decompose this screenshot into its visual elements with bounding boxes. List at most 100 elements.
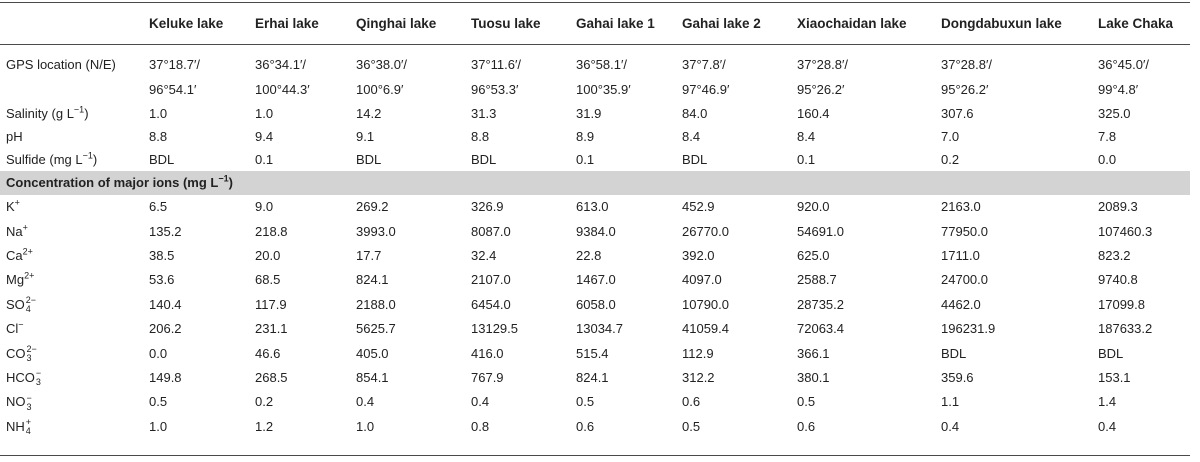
- ion-symbol: NH: [6, 418, 25, 434]
- salinity-cell: 31.9: [576, 105, 602, 121]
- ph-row: pH 8.8 9.4 9.1 8.8 8.9 8.4 8.4 7.0 7.8: [0, 125, 1190, 148]
- ion-symbol: HCO: [6, 369, 35, 385]
- ph-label: pH: [6, 128, 23, 144]
- gps-east-cell: 97°46.9′: [682, 82, 730, 97]
- ion-value-cell: 17099.8: [1098, 296, 1145, 312]
- ph-cell: 9.4: [255, 128, 274, 144]
- ion-charge: 2+: [22, 246, 33, 257]
- ion-value-cell: 2163.0: [941, 199, 981, 215]
- header-bottom-rule: [0, 44, 1190, 45]
- gps-north-row: GPS location (N/E) 37°18.7′/ 36°34.1′/ 3…: [0, 44, 1190, 78]
- ion-value-cell: 46.6: [255, 345, 281, 361]
- ph-cell: 8.9: [576, 128, 595, 144]
- sulfide-cell: BDL: [356, 151, 382, 167]
- ion-symbol: K: [6, 199, 15, 215]
- ion-label: Na+: [0, 219, 143, 243]
- gps-north-cell: 36°38.0′/: [356, 56, 408, 72]
- ph-cell: 7.0: [941, 128, 960, 144]
- gps-north-cell: 36°58.1′/: [576, 56, 628, 72]
- salinity-cell: 160.4: [797, 105, 830, 121]
- ion-charge: +: [25, 417, 32, 428]
- ion-charge: 2+: [24, 271, 35, 282]
- ion-charge-stack: 2− 3: [27, 345, 37, 363]
- ion-value-cell: 416.0: [471, 345, 504, 361]
- ion-value-cell: 196231.9: [941, 321, 996, 337]
- ph-cell: 8.8: [149, 128, 168, 144]
- gps-east-blank: [0, 78, 143, 102]
- ion-value-cell: BDL: [1098, 345, 1124, 361]
- header-row: Keluke lake Erhai lake Qinghai lake Tuos…: [0, 3, 1190, 44]
- ion-label: HCO −3: [0, 366, 143, 390]
- ion-value-cell: 41059.4: [682, 321, 729, 337]
- ion-value-cell: 1.0: [356, 418, 375, 434]
- ion-label: SO 2− 4: [0, 293, 143, 317]
- ion-label: Mg2+: [0, 268, 143, 292]
- ion-subscript: 3: [35, 377, 41, 388]
- gps-east-cell: 95°26.2′: [797, 82, 845, 97]
- ion-subscript: 3: [26, 401, 32, 412]
- header-xiaochaidan-lake: Xiaochaidan lake: [797, 15, 907, 31]
- ion-value-cell: 4097.0: [682, 272, 722, 288]
- gps-east-row: 96°54.1′ 100°44.3′ 100°6.9′ 96°53.3′ 100…: [0, 78, 1190, 102]
- ion-value-cell: 6058.0: [576, 296, 616, 312]
- ion-value-cell: 515.4: [576, 345, 609, 361]
- sulfide-cell: 0.1: [797, 151, 816, 167]
- sulfide-label-exponent: −1: [82, 150, 93, 161]
- sulfide-cell: 0.1: [576, 151, 595, 167]
- ion-value-cell: 22.8: [576, 247, 602, 263]
- ion-label: Ca2+: [0, 244, 143, 268]
- ion-value-cell: 13129.5: [471, 321, 518, 337]
- ion-label: NO −3: [0, 390, 143, 414]
- ion-value-cell: 68.5: [255, 272, 281, 288]
- ion-value-cell: 26770.0: [682, 223, 729, 239]
- gps-east-cell: 100°44.3′: [255, 82, 310, 97]
- ion-symbol: NO: [6, 394, 26, 410]
- ion-value-cell: 0.6: [576, 418, 595, 434]
- ion-value-cell: 824.1: [356, 272, 389, 288]
- ion-row: K+ 6.5 9.0 269.2 326.9 613.0 452.9 920.0 2163.0 2…: [0, 195, 1190, 219]
- ph-cell: 9.1: [356, 128, 375, 144]
- ion-value-cell: 0.4: [471, 394, 490, 410]
- ion-value-cell: 0.4: [941, 418, 960, 434]
- ion-value-cell: 135.2: [149, 223, 182, 239]
- ion-charge-stack: 2− 4: [26, 296, 36, 314]
- ion-charge: +: [22, 222, 28, 233]
- gps-north-cell: 37°18.7′/: [149, 56, 201, 72]
- ion-value-cell: 920.0: [797, 199, 830, 215]
- gps-east-cell: 100°6.9′: [356, 82, 404, 97]
- ion-row: Mg2+ 53.6 68.5 824.1 2107.0 1467.0 4097.0 2588.…: [0, 268, 1190, 292]
- gps-north-cell: 37°11.6′/: [471, 56, 522, 72]
- ion-charge: 2−: [26, 344, 37, 355]
- ion-charge-stack: −3: [26, 393, 32, 412]
- ion-value-cell: 824.1: [576, 369, 609, 385]
- gps-east-cell: 96°53.3′: [471, 82, 519, 97]
- salinity-cell: 31.3: [471, 105, 497, 121]
- ion-value-cell: 380.1: [797, 369, 830, 385]
- ion-row: SO 2− 4 140.4 117.9 2188.0 6454.0 6058.0 10790.0…: [0, 293, 1190, 317]
- table-top-rule: [0, 2, 1190, 3]
- ion-value-cell: 206.2: [149, 321, 182, 337]
- ion-value-cell: 392.0: [682, 247, 715, 263]
- sulfide-label-close: ): [92, 151, 98, 167]
- gps-north-cell: 36°34.1′/: [255, 56, 307, 72]
- ion-value-cell: 625.0: [797, 247, 830, 263]
- gps-north-cell: 37°7.8′/: [682, 56, 726, 72]
- gps-east-cell: 95°26.2′: [941, 82, 989, 97]
- header-qinghai-lake: Qinghai lake: [356, 15, 437, 31]
- ion-value-cell: 112.9: [682, 345, 714, 361]
- ph-cell: 8.4: [797, 128, 816, 144]
- gps-east-cell: 99°4.8′: [1098, 82, 1139, 97]
- ion-value-cell: 767.9: [471, 369, 504, 385]
- ion-value-cell: 0.5: [576, 394, 595, 410]
- ion-value-cell: 10790.0: [682, 296, 729, 312]
- ion-symbol: Ca: [6, 247, 23, 263]
- salinity-row: Salinity (g L−1) 1.0 1.0 14.2 31.3 31.9 …: [0, 102, 1190, 125]
- gps-north-cell: 36°45.0′/: [1098, 56, 1150, 72]
- ion-value-cell: 9740.8: [1098, 272, 1138, 288]
- ion-value-cell: 268.5: [255, 369, 288, 385]
- ion-charge: 2−: [25, 295, 37, 306]
- ion-label: Cl−: [0, 317, 143, 341]
- salinity-cell: 325.0: [1098, 105, 1131, 121]
- ion-value-cell: 107460.3: [1098, 223, 1153, 239]
